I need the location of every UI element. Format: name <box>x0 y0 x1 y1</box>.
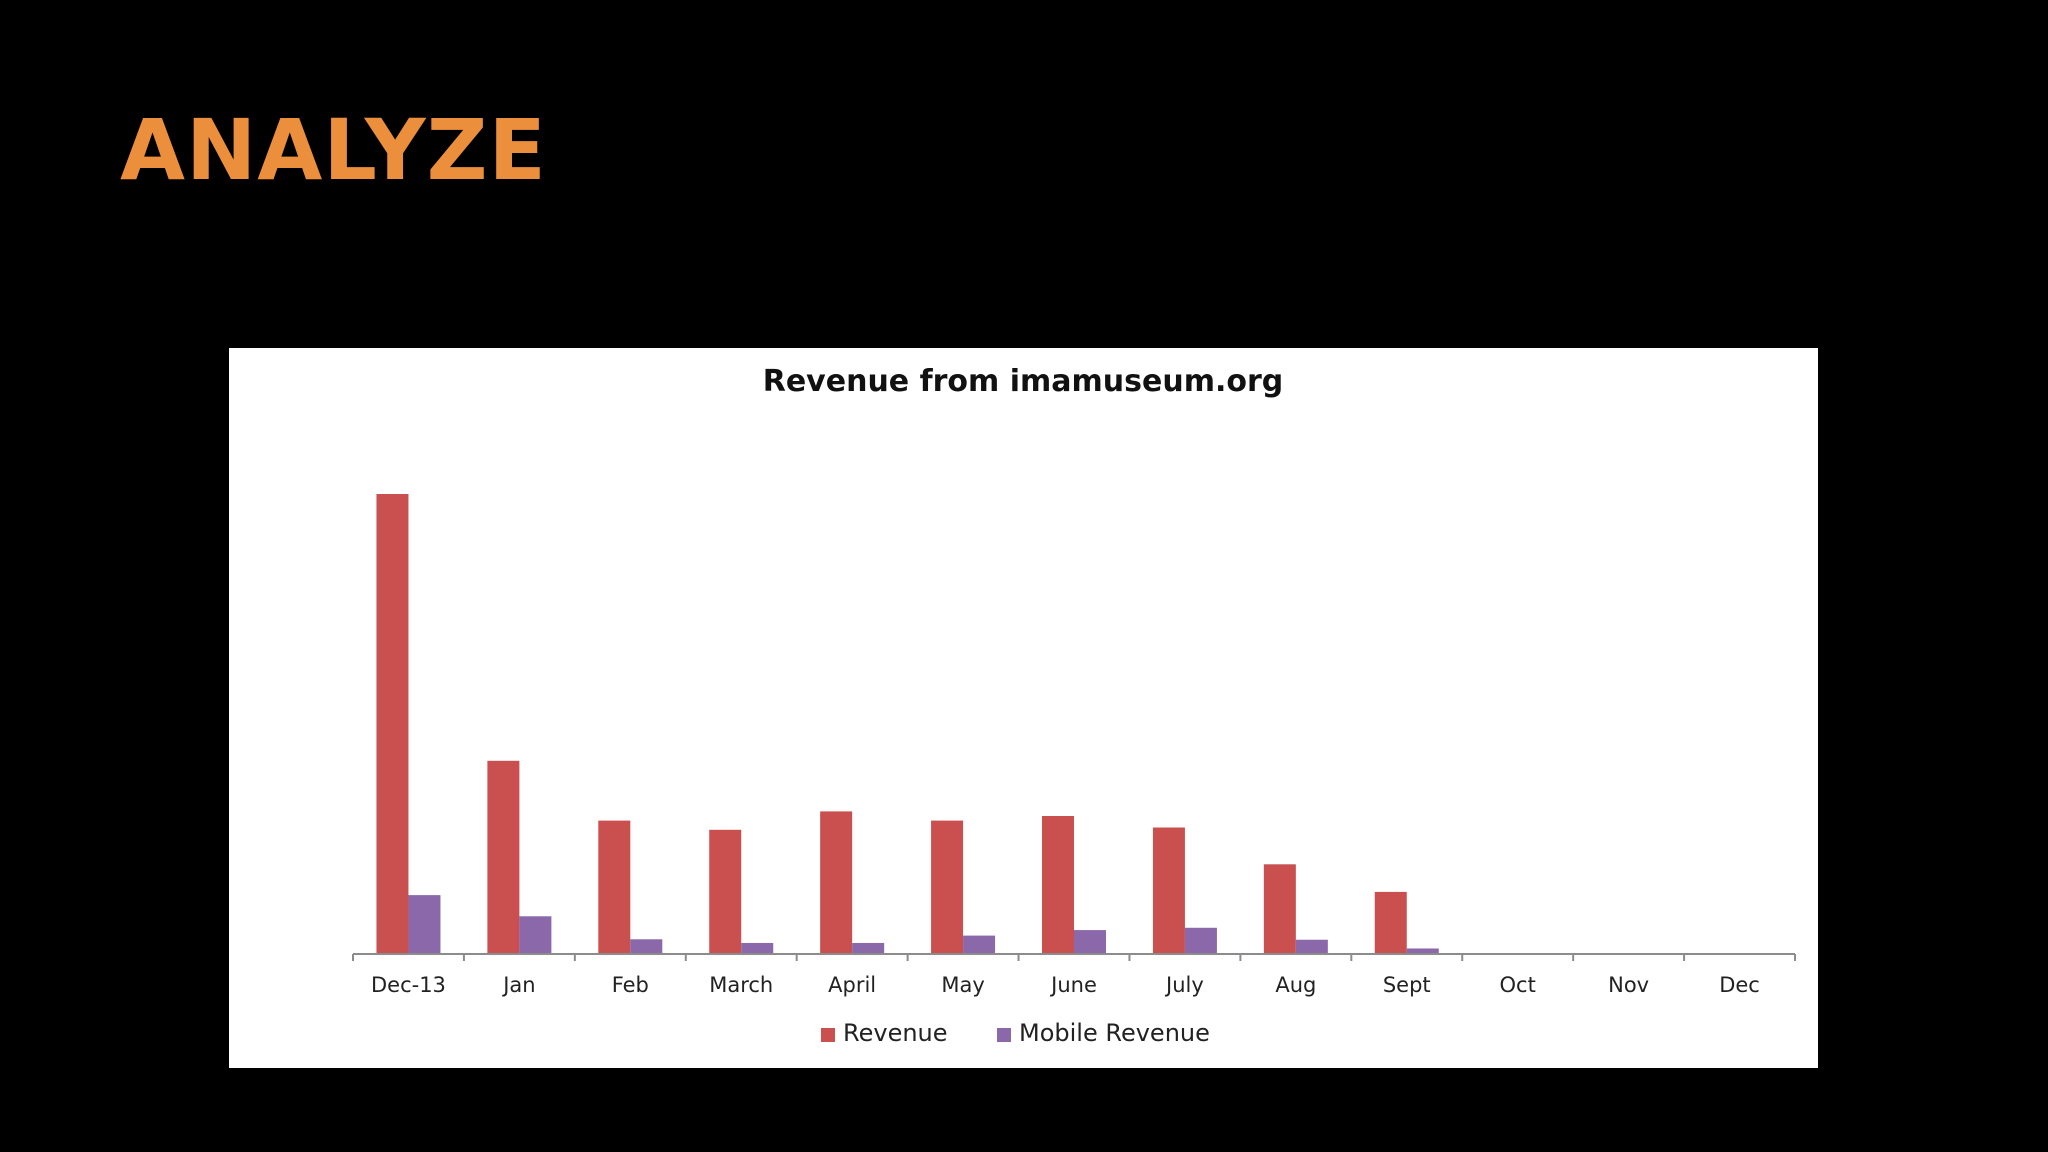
legend-label-revenue: Revenue <box>843 1019 948 1047</box>
bar-revenue-june <box>1042 816 1074 954</box>
x-tick-label-nov: Nov <box>1608 973 1649 997</box>
bar-mobile-revenue-july <box>1184 927 1217 954</box>
bar-revenue-sept <box>1374 891 1407 954</box>
bar-revenue-may <box>931 820 964 954</box>
bars-layer <box>376 494 1439 954</box>
bar-mobile-revenue-march <box>741 942 774 954</box>
legend-label-mobile-revenue: Mobile Revenue <box>1019 1019 1210 1047</box>
x-tick-label-april: April <box>828 973 876 997</box>
chart-panel: Revenue from imamuseum.org Dec-13 Jan Feb M… <box>229 348 1818 1068</box>
chart-title: Revenue from imamuseum.org <box>763 364 1284 399</box>
x-tick-label-aug: Aug <box>1275 973 1316 997</box>
bar-mobile-revenue-june <box>1074 930 1106 954</box>
bar-revenue-april <box>820 811 853 954</box>
x-tick-label-oct: Oct <box>1500 973 1536 997</box>
bar-mobile-revenue-sept <box>1406 948 1439 954</box>
x-tick-label-march: March <box>709 973 773 997</box>
revenue-bar-chart: Revenue from imamuseum.org Dec-13 Jan Feb M… <box>352 364 1796 1047</box>
bar-revenue-dec-13 <box>376 494 409 954</box>
x-tick-label-sept: Sept <box>1383 973 1431 997</box>
bar-mobile-revenue-feb <box>630 939 663 954</box>
bar-mobile-revenue-may <box>963 935 996 954</box>
bar-mobile-revenue-aug <box>1295 939 1328 954</box>
bar-revenue-march <box>709 829 742 954</box>
legend-swatch-revenue <box>821 1028 835 1042</box>
bar-revenue-aug <box>1263 864 1296 954</box>
slide-title: ANALYZE <box>120 101 547 199</box>
bar-mobile-revenue-jan <box>519 916 552 954</box>
bar-mobile-revenue-dec-13 <box>408 895 441 954</box>
x-axis-tick-labels: Dec-13 Jan Feb March April May June July Aug Sept… <box>371 973 1760 997</box>
x-tick-label-june: June <box>1049 973 1097 997</box>
legend-swatch-mobile-revenue <box>997 1028 1011 1042</box>
x-tick-label-dec-13: Dec-13 <box>371 973 446 997</box>
bar-revenue-feb <box>598 820 631 954</box>
bar-revenue-jan <box>487 760 520 954</box>
x-tick-label-dec: Dec <box>1719 973 1760 997</box>
x-tick-label-july: July <box>1164 973 1204 997</box>
x-tick-label-feb: Feb <box>612 973 649 997</box>
x-axis-ticks <box>352 954 1796 961</box>
bar-mobile-revenue-april <box>852 942 885 954</box>
x-tick-label-jan: Jan <box>501 973 535 997</box>
chart-legend: Revenue Mobile Revenue <box>821 1019 1210 1047</box>
bar-revenue-july <box>1152 827 1185 954</box>
x-tick-label-may: May <box>941 973 984 997</box>
